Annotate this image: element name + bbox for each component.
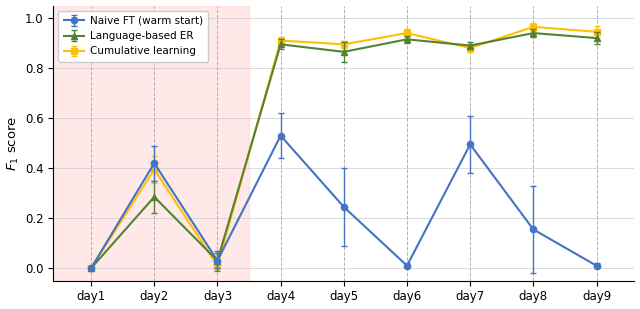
Y-axis label: $F_1$ score: $F_1$ score (6, 116, 20, 171)
Bar (0, 6, 249, 281)
Legend: Naive FT (warm start), Language-based ER, Cumulative learning: Naive FT (warm start), Language-based ER… (58, 11, 208, 61)
